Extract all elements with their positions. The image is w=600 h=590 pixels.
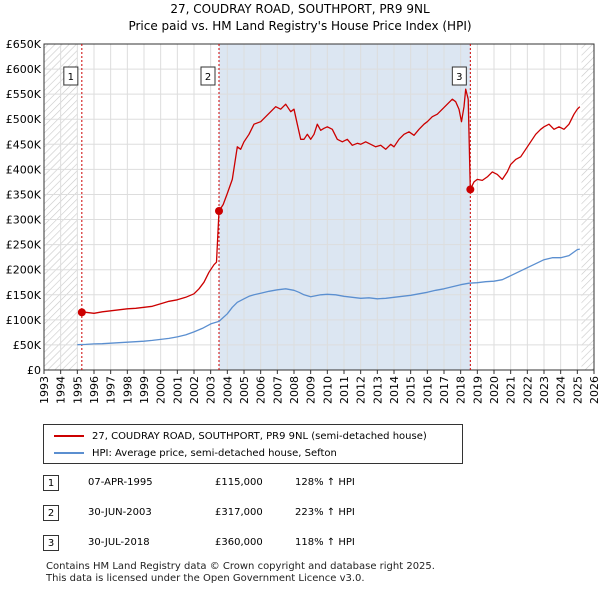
sale-hpi-change: 223% ↑ HPI <box>295 507 355 518</box>
sale-number-badge: 2 <box>43 505 59 521</box>
legend-label-property: 27, COUDRAY ROAD, SOUTHPORT, PR9 9NL (se… <box>92 430 427 442</box>
x-tick-label: 2017 <box>438 376 451 404</box>
sale-price: £317,000 <box>215 507 263 518</box>
x-tick-label: 2014 <box>388 376 401 404</box>
plot-frame <box>43 43 595 371</box>
x-tick-label: 2026 <box>588 376 600 404</box>
ownership-band <box>219 44 471 370</box>
x-tick-label: 2021 <box>505 376 518 404</box>
sale-point <box>466 185 475 194</box>
x-tick-label: 2009 <box>305 376 318 404</box>
y-tick-label: £200K <box>6 264 42 277</box>
y-tick-label: £450K <box>6 138 42 151</box>
y-tick-label: £400K <box>6 163 42 176</box>
x-tick-label: 1996 <box>88 376 101 404</box>
legend-item-property: 27, COUDRAY ROAD, SOUTHPORT, PR9 9NL (se… <box>54 428 427 444</box>
y-tick-label: £50K <box>13 339 42 352</box>
x-tick-label: 2011 <box>338 376 351 404</box>
x-tick-label: 2022 <box>521 376 534 404</box>
x-tick-label: 1993 <box>38 376 51 404</box>
x-tick-label: 1995 <box>71 376 84 404</box>
sale-price: £360,000 <box>215 537 263 548</box>
sale-number-badge: 1 <box>43 475 59 491</box>
x-tick-label: 2012 <box>355 376 368 404</box>
sale-label-text: 3 <box>456 72 462 83</box>
x-tick-label: 2003 <box>205 376 218 404</box>
sale-point <box>77 308 86 317</box>
sale-label-box <box>200 66 216 86</box>
chart-title: 27, COUDRAY ROAD, SOUTHPORT, PR9 9NL <box>170 2 430 16</box>
sale-label-text: 1 <box>68 72 74 83</box>
x-tick-label: 2010 <box>321 376 334 404</box>
legend-item-hpi: HPI: Average price, semi-detached house,… <box>54 445 337 461</box>
sale-date: 07-APR-1995 <box>88 477 153 488</box>
x-tick-label: 2020 <box>488 376 501 404</box>
x-tick-label: 2025 <box>571 376 584 404</box>
hatch-region-right <box>581 44 594 370</box>
x-tick-label: 2019 <box>471 376 484 404</box>
y-tick-label: £550K <box>6 88 42 101</box>
x-tick-label: 2023 <box>538 376 551 404</box>
y-tick-label: £100K <box>6 314 42 327</box>
y-tick-label: £600K <box>6 63 42 76</box>
legend-label-hpi: HPI: Average price, semi-detached house,… <box>92 447 337 459</box>
hpi-line <box>77 248 580 346</box>
sale-point <box>215 207 223 216</box>
table-row: 1 07-APR-1995 £115,000 128% ↑ HPI <box>43 474 463 494</box>
x-tick-label: 2005 <box>238 376 251 404</box>
legend-swatch-hpi <box>54 452 84 454</box>
chart-legend: 27, COUDRAY ROAD, SOUTHPORT, PR9 9NL (se… <box>43 424 463 464</box>
sale-label-box <box>63 66 79 86</box>
y-tick-label: £0 <box>27 364 41 377</box>
x-tick-label: 2007 <box>271 376 284 404</box>
x-tick-label: 2002 <box>188 376 201 404</box>
footer-copyright: Contains HM Land Registry data © Crown c… <box>46 561 435 572</box>
table-row: 3 30-JUL-2018 £360,000 118% ↑ HPI <box>43 534 463 554</box>
sale-label-text: 2 <box>205 72 211 83</box>
sale-price: £115,000 <box>215 477 263 488</box>
y-tick-label: £500K <box>6 113 42 126</box>
x-tick-label: 2018 <box>455 376 468 404</box>
sale-number-badge: 3 <box>43 535 59 551</box>
x-tick-label: 2006 <box>255 376 268 404</box>
y-tick-label: £650K <box>6 38 42 51</box>
price-chart: £0 £50K £100K £150K £200K £250K £300K £350K £400… <box>6 38 600 404</box>
table-row: 2 30-JUN-2003 £317,000 223% ↑ HPI <box>43 504 463 524</box>
sale-label-box <box>451 66 467 86</box>
x-tick-label: 2013 <box>371 376 384 404</box>
x-tick-label: 2004 <box>221 376 234 404</box>
x-tick-label: 1999 <box>138 376 151 404</box>
x-tick-label: 1998 <box>121 376 134 404</box>
x-tick-label: 2016 <box>421 376 434 404</box>
property-price-line <box>81 88 581 314</box>
footer-license: This data is licensed under the Open Gov… <box>46 573 365 584</box>
x-tick-label: 2015 <box>405 376 418 404</box>
sale-date: 30-JUN-2003 <box>88 507 152 518</box>
x-tick-label: 1997 <box>105 376 118 404</box>
sale-hpi-change: 128% ↑ HPI <box>295 477 355 488</box>
sale-date: 30-JUL-2018 <box>88 537 150 548</box>
x-tick-label: 2008 <box>288 376 301 404</box>
y-tick-label: £250K <box>6 239 42 252</box>
legend-swatch-property <box>54 435 84 437</box>
x-tick-label: 1994 <box>55 376 68 404</box>
x-tick-label: 2000 <box>155 376 168 404</box>
x-tick-label: 2001 <box>171 376 184 404</box>
y-tick-label: £350K <box>6 188 42 201</box>
x-tick-label: 2024 <box>555 376 568 404</box>
chart-subtitle: Price paid vs. HM Land Registry's House … <box>128 19 472 33</box>
sale-hpi-change: 118% ↑ HPI <box>295 537 355 548</box>
y-tick-label: £300K <box>6 214 42 227</box>
y-tick-label: £150K <box>6 289 42 302</box>
